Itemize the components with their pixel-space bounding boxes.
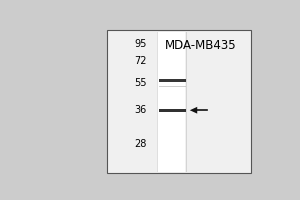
Polygon shape	[190, 107, 197, 114]
Bar	[157, 32, 158, 172]
Text: MDA-MB435: MDA-MB435	[164, 39, 236, 52]
Bar	[158, 32, 186, 172]
Text: 72: 72	[134, 56, 147, 66]
Bar	[186, 32, 187, 172]
Bar	[107, 30, 251, 173]
Bar	[185, 32, 186, 172]
Text: 55: 55	[134, 78, 147, 88]
Text: 28: 28	[134, 139, 147, 149]
Bar	[159, 109, 186, 112]
Text: 36: 36	[134, 105, 147, 115]
Bar	[159, 86, 186, 87]
Text: 95: 95	[134, 39, 147, 49]
Bar	[159, 79, 186, 82]
